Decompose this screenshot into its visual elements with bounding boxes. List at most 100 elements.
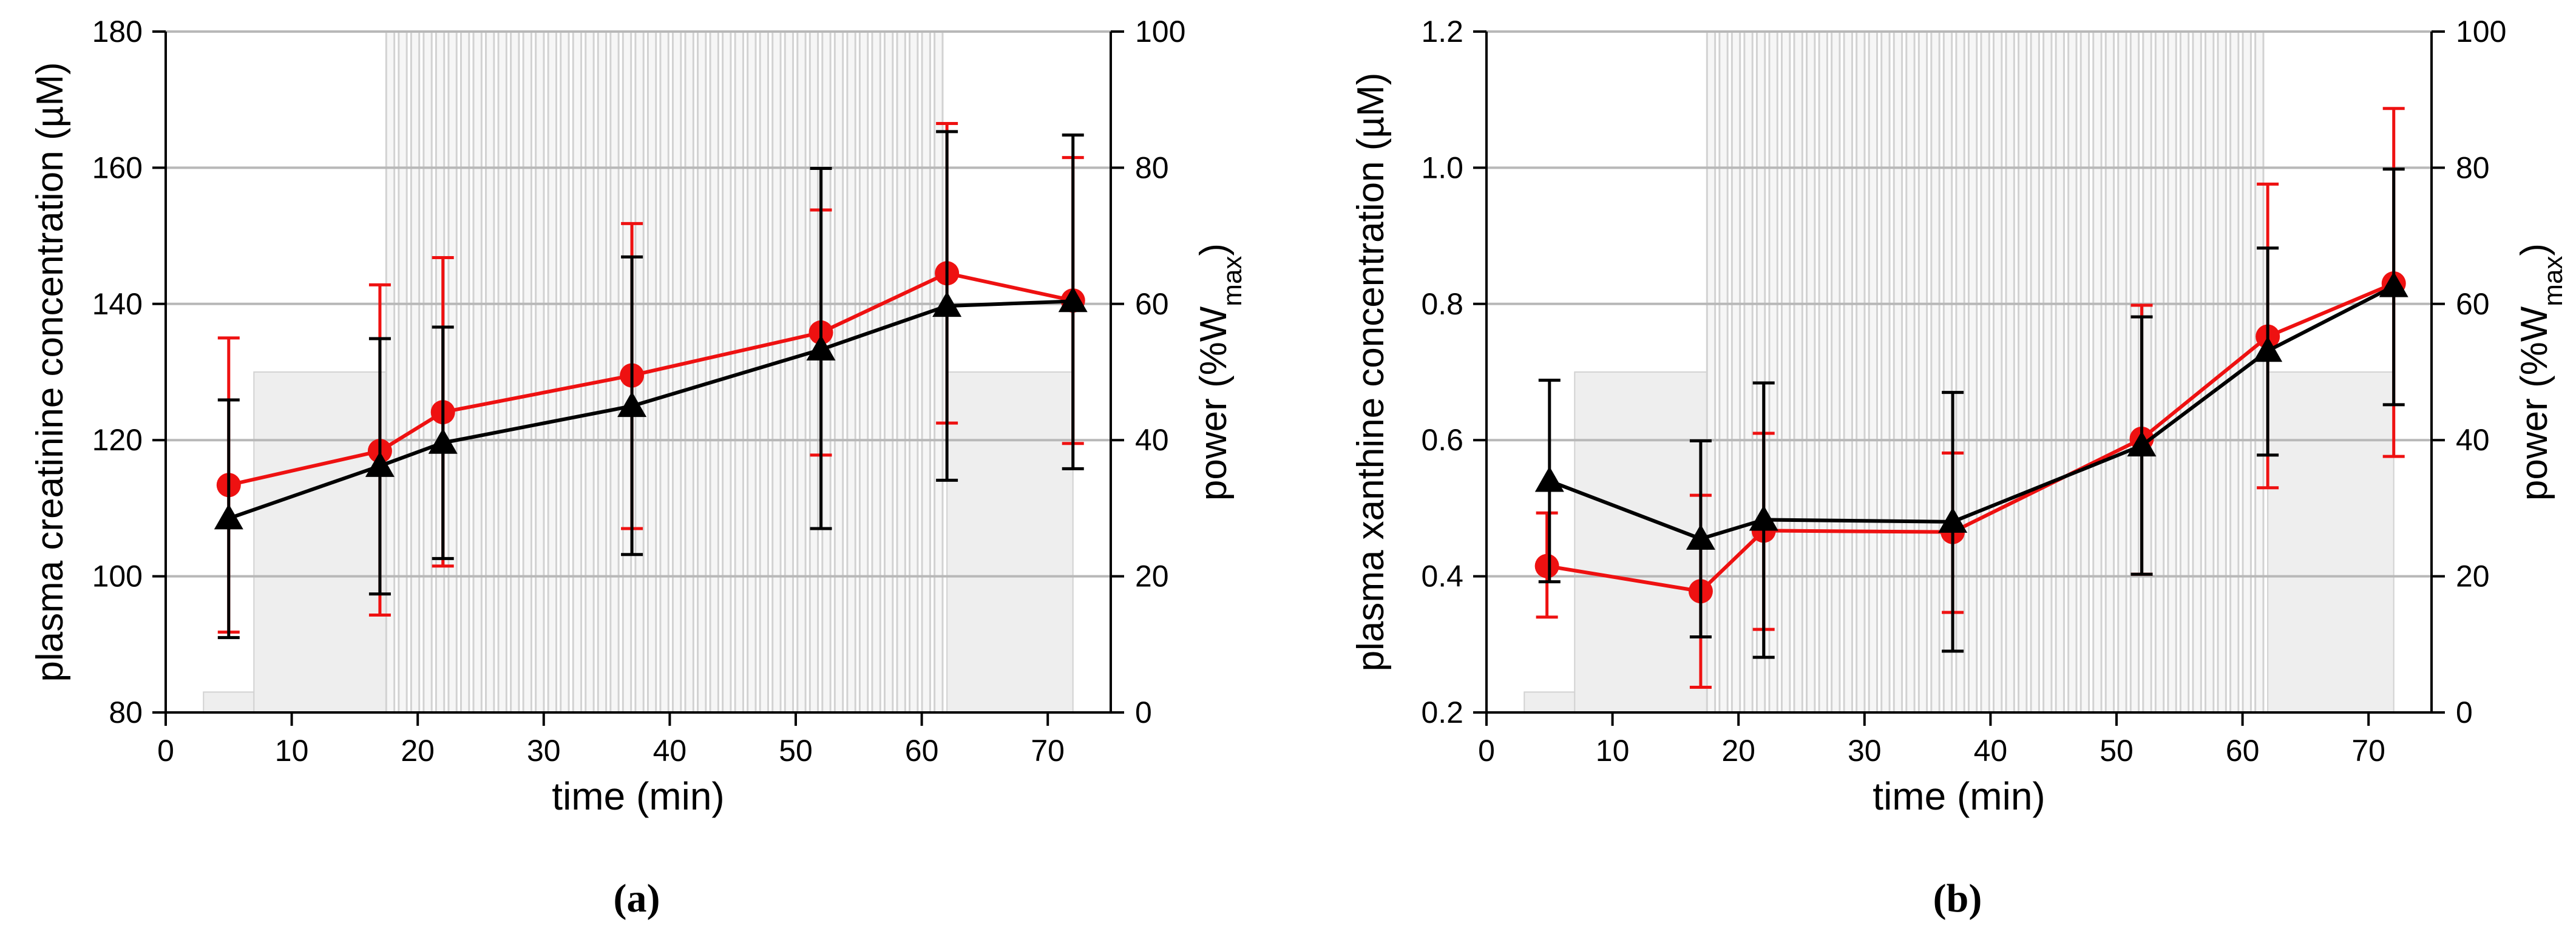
x-tick-label: 70 <box>2351 734 2385 768</box>
power-interval-bar <box>472 30 483 714</box>
data-point-triangle <box>806 334 836 360</box>
power-interval-bar <box>1718 30 1729 714</box>
power-interval-bar <box>560 30 570 714</box>
power-interval-bar <box>609 30 620 714</box>
y-tick-label: 0.4 <box>1421 560 1463 594</box>
y2-axis-label-end: ) <box>1193 243 1235 256</box>
y-tick-label: 1.0 <box>1421 151 1463 184</box>
data-point-triangle <box>1938 507 1968 533</box>
chart-panel-b: 0 10 20 30 40 50 60 70 0.2 0.4 0.6 0.8 1.0 1.2 0 20 40 60… <box>1350 15 2568 921</box>
power-interval-bar <box>671 30 682 714</box>
y2-tick-label: 80 <box>1135 151 1169 184</box>
x-tick-label: 50 <box>779 734 813 768</box>
panel-label: (b) <box>1933 876 1982 921</box>
power-interval-bar <box>2254 30 2265 714</box>
power-interval-bar <box>1942 30 1953 714</box>
power-interval-bar <box>759 30 770 714</box>
power-interval-bar <box>808 30 819 714</box>
power-interval-bar <box>1905 30 1916 714</box>
x-tick-label: 70 <box>1031 734 1065 768</box>
data-point-triangle <box>617 391 647 418</box>
power-interval-bar <box>1955 30 1965 714</box>
power-interval-bar <box>2042 30 2053 714</box>
power-interval-bar <box>2167 30 2177 714</box>
power-interval-bar <box>510 30 520 714</box>
power-interval-bar <box>1806 30 1816 714</box>
power-interval-bar <box>1768 30 1778 714</box>
y2-axis-label-sub: max <box>2538 256 2568 306</box>
x-tick-label: 60 <box>905 734 939 768</box>
power-interval-bar <box>1780 30 1791 714</box>
power-interval-bar <box>1843 30 1853 714</box>
power-interval-bar <box>921 30 931 714</box>
power-interval-bar <box>447 30 458 714</box>
y2-tick-label: 40 <box>1135 423 1169 457</box>
power-interval-bar <box>497 30 507 714</box>
power-interval-bar <box>1706 30 1717 714</box>
y2-axis-label-main: power (%W <box>1193 306 1235 501</box>
y2-tick-label: 100 <box>1135 15 1185 49</box>
power-interval-bar <box>2117 30 2127 714</box>
x-axis-label: time (min) <box>1873 774 2045 818</box>
data-point-triangle <box>932 291 962 317</box>
power-interval-bar <box>833 30 844 714</box>
power-interval-bar <box>659 30 669 714</box>
power-interval-bar <box>1868 30 1879 714</box>
data-point-triangle <box>428 428 458 454</box>
series-black-triangles <box>1534 167 2408 659</box>
x-tick-label: 40 <box>1974 734 2008 768</box>
y-tick-label: 160 <box>92 151 143 184</box>
data-point-triangle <box>2253 336 2283 362</box>
power-interval-bar <box>2030 30 2040 714</box>
power-interval-bar <box>2204 30 2215 714</box>
y2-tick-label: 60 <box>2456 287 2490 321</box>
data-point-triangle <box>365 451 395 477</box>
y-axis-label: plasma xanthine concentration (µM) <box>1350 73 1392 672</box>
power-interval-bar <box>547 30 558 714</box>
power-block <box>1524 691 1576 713</box>
y-tick-label: 0.2 <box>1421 695 1463 729</box>
data-point-triangle <box>2127 431 2157 457</box>
x-axis-label: time (min) <box>552 774 724 818</box>
data-point-triangle <box>214 504 243 530</box>
power-interval-bar <box>1930 30 1940 714</box>
power-interval-bar <box>2079 30 2090 714</box>
y2-axis-label: power (%Wmax) <box>1193 243 1247 501</box>
x-tick-label: 30 <box>1848 734 1882 768</box>
power-interval-bar <box>821 30 832 714</box>
y2-tick-label: 40 <box>2456 423 2490 457</box>
data-point-triangle <box>1534 466 1564 492</box>
x-tick-label: 30 <box>527 734 561 768</box>
power-interval-bar <box>2179 30 2190 714</box>
power-interval-bar <box>2067 30 2078 714</box>
power-interval-bar <box>909 30 919 714</box>
power-interval-bar <box>858 30 869 714</box>
data-point-triangle <box>1749 505 1778 531</box>
power-interval-bar <box>535 30 545 714</box>
y-tick-label: 100 <box>92 560 143 594</box>
power-profile <box>1524 30 2395 714</box>
x-tick-label: 50 <box>2100 734 2134 768</box>
power-interval-bar <box>1730 30 1741 714</box>
power-interval-bar <box>1880 30 1891 714</box>
power-interval-bar <box>422 30 433 714</box>
y2-tick-label: 80 <box>2456 151 2490 184</box>
y2-axis-label: power (%Wmax) <box>2513 243 2568 501</box>
y2-tick-label: 20 <box>2456 560 2490 594</box>
power-block <box>1574 371 1708 713</box>
y-axis-label: plasma creatinine concentration (µM) <box>29 62 71 682</box>
power-interval-bar <box>2005 30 2015 714</box>
power-interval-bar <box>846 30 856 714</box>
y-tick-label: 0.6 <box>1421 423 1463 457</box>
y-tick-label: 1.2 <box>1421 15 1463 49</box>
power-interval-bar <box>1856 30 1866 714</box>
x-tick-label: 60 <box>2226 734 2260 768</box>
power-interval-bar <box>883 30 894 714</box>
power-interval-bar <box>1893 30 1903 714</box>
power-interval-bar <box>522 30 532 714</box>
y2-tick-label: 20 <box>1135 560 1169 594</box>
y-tick-label: 0.8 <box>1421 287 1463 321</box>
power-interval-bar <box>2018 30 2028 714</box>
power-interval-bar <box>1793 30 1803 714</box>
